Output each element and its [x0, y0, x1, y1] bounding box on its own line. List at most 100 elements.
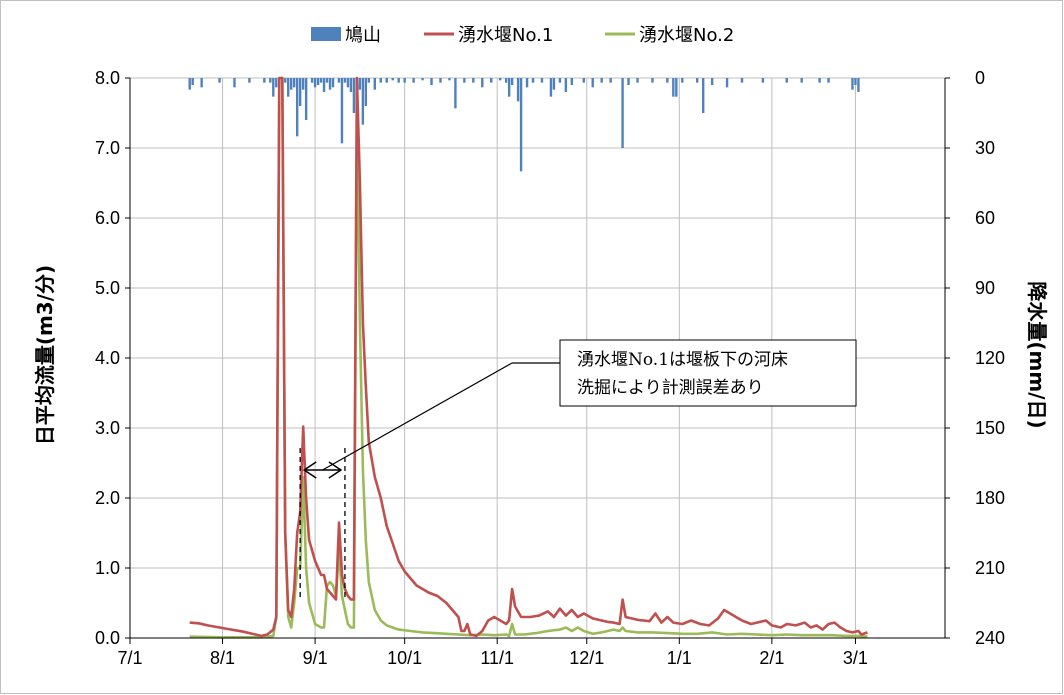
- flow-lines: [189, 76, 868, 639]
- precip-bar: [498, 78, 502, 81]
- precip-bar: [582, 78, 585, 83]
- precip-bar: [672, 78, 675, 97]
- y-left-tick-label: 1.0: [95, 558, 120, 578]
- y-left-tick-label: 2.0: [95, 488, 120, 508]
- precip-bar: [290, 78, 293, 90]
- precip-bar: [397, 78, 400, 83]
- precip-bar: [340, 78, 344, 144]
- precip-bar: [504, 78, 508, 83]
- precip-bar: [627, 78, 630, 85]
- precip-bar: [827, 78, 830, 83]
- precip-bar: [472, 78, 475, 83]
- precip-bar: [666, 78, 669, 83]
- annotation-leader-2: [322, 362, 513, 471]
- precip-bar: [857, 78, 860, 92]
- precip-bar: [740, 78, 744, 83]
- precip-bar: [295, 78, 299, 137]
- legend-label-line1: 湧水堰No.1: [458, 25, 553, 46]
- precip-bar: [651, 78, 654, 83]
- precip-bar: [275, 78, 278, 88]
- precip-bar: [319, 78, 323, 83]
- precip-bar: [430, 78, 433, 85]
- y-left-tick-label: 8.0: [95, 68, 120, 88]
- precip-bar: [439, 78, 442, 83]
- y-right-tick-label: 30: [975, 138, 995, 158]
- precip-bar: [292, 78, 296, 88]
- precip-bar: [549, 78, 553, 97]
- precip-bar: [552, 78, 556, 90]
- precip-bar: [349, 78, 353, 92]
- precip-bar: [525, 78, 529, 88]
- annotation-box: [559, 339, 857, 407]
- precip-bar: [681, 78, 684, 83]
- annotation-line-1: 湧水堰No.1は堰板下の河床: [577, 350, 788, 370]
- precip-bar: [412, 78, 415, 83]
- x-tick-label: 12/1: [569, 648, 604, 668]
- precip-bar: [325, 78, 329, 83]
- precip-bar: [310, 78, 314, 83]
- legend-label-line2: 湧水堰No.2: [639, 25, 734, 46]
- y-left-tick-label: 5.0: [95, 278, 120, 298]
- precip-bar: [343, 78, 347, 83]
- precip-bar: [636, 78, 639, 83]
- series-line-no1: [189, 76, 868, 638]
- y-left-axis-title: 日平均流量(m3/分): [33, 265, 57, 445]
- precip-bar: [361, 78, 365, 125]
- precip-bar: [298, 78, 302, 106]
- y-right-tick-label: 180: [975, 488, 1005, 508]
- precip-bar: [851, 78, 854, 90]
- precip-bar: [316, 78, 320, 85]
- annotation-arrowhead-left: [302, 461, 317, 479]
- precip-bar: [531, 78, 535, 83]
- precip-bar: [263, 78, 266, 83]
- precip-bar: [564, 78, 568, 92]
- precip-bar: [854, 78, 857, 85]
- precip-bar: [233, 78, 236, 88]
- precip-bar: [701, 78, 705, 113]
- precip-bar: [490, 78, 493, 83]
- precip-bar: [287, 78, 290, 97]
- annotation-arrowhead-right: [328, 461, 343, 479]
- y-left-tick-label: 3.0: [95, 418, 120, 438]
- precip-bar: [191, 78, 194, 85]
- x-tick-label: 1/1: [667, 648, 692, 668]
- precip-bar: [710, 78, 714, 85]
- x-tick-label: 8/1: [210, 648, 235, 668]
- precip-bar: [358, 78, 362, 90]
- precip-bar: [519, 78, 523, 172]
- precip-bar: [385, 78, 388, 83]
- precip-bar: [800, 78, 803, 83]
- precip-bar: [696, 78, 699, 83]
- precip-bar: [507, 78, 511, 97]
- precip-bar: [284, 78, 287, 83]
- y-right-axis-title: 降水量(mm/日): [1025, 281, 1049, 428]
- precip-bar: [188, 78, 191, 90]
- y-right-tick-label: 90: [975, 278, 995, 298]
- series-line-no2: [189, 76, 868, 639]
- y-left-tick-label: 7.0: [95, 138, 120, 158]
- precip-bar: [481, 78, 484, 88]
- precip-bar: [331, 78, 335, 88]
- precip-bar: [337, 78, 341, 83]
- precip-bar: [272, 78, 275, 97]
- precip-bar: [448, 78, 451, 81]
- x-tick-label: 3/1: [843, 648, 868, 668]
- legend: 鳩山 湧水堰No.1 湧水堰No.2: [311, 25, 734, 46]
- precip-bar: [200, 78, 203, 88]
- precip-bar: [364, 78, 368, 106]
- precip-bar: [322, 78, 326, 92]
- precip-bar: [609, 78, 612, 83]
- axes: 0.0 1.0 2.0 3.0 4.0 5.0 6.0 7.0 8.0 0 30 60 90 120 150…: [95, 68, 1005, 668]
- y-left-tick-label: 4.0: [95, 348, 120, 368]
- precip-bar: [558, 78, 562, 83]
- legend-swatch-bar: [311, 27, 341, 41]
- precip-bar: [313, 78, 317, 88]
- precip-bar: [818, 78, 821, 83]
- x-tick-label: 2/1: [759, 648, 784, 668]
- precip-bar: [328, 78, 332, 90]
- precip-bar: [600, 78, 603, 83]
- y-right-tick-label: 0: [975, 68, 985, 88]
- y-right-tick-label: 210: [975, 558, 1005, 578]
- legend-label-bar: 鳩山: [345, 25, 381, 46]
- precip-bar: [570, 78, 574, 85]
